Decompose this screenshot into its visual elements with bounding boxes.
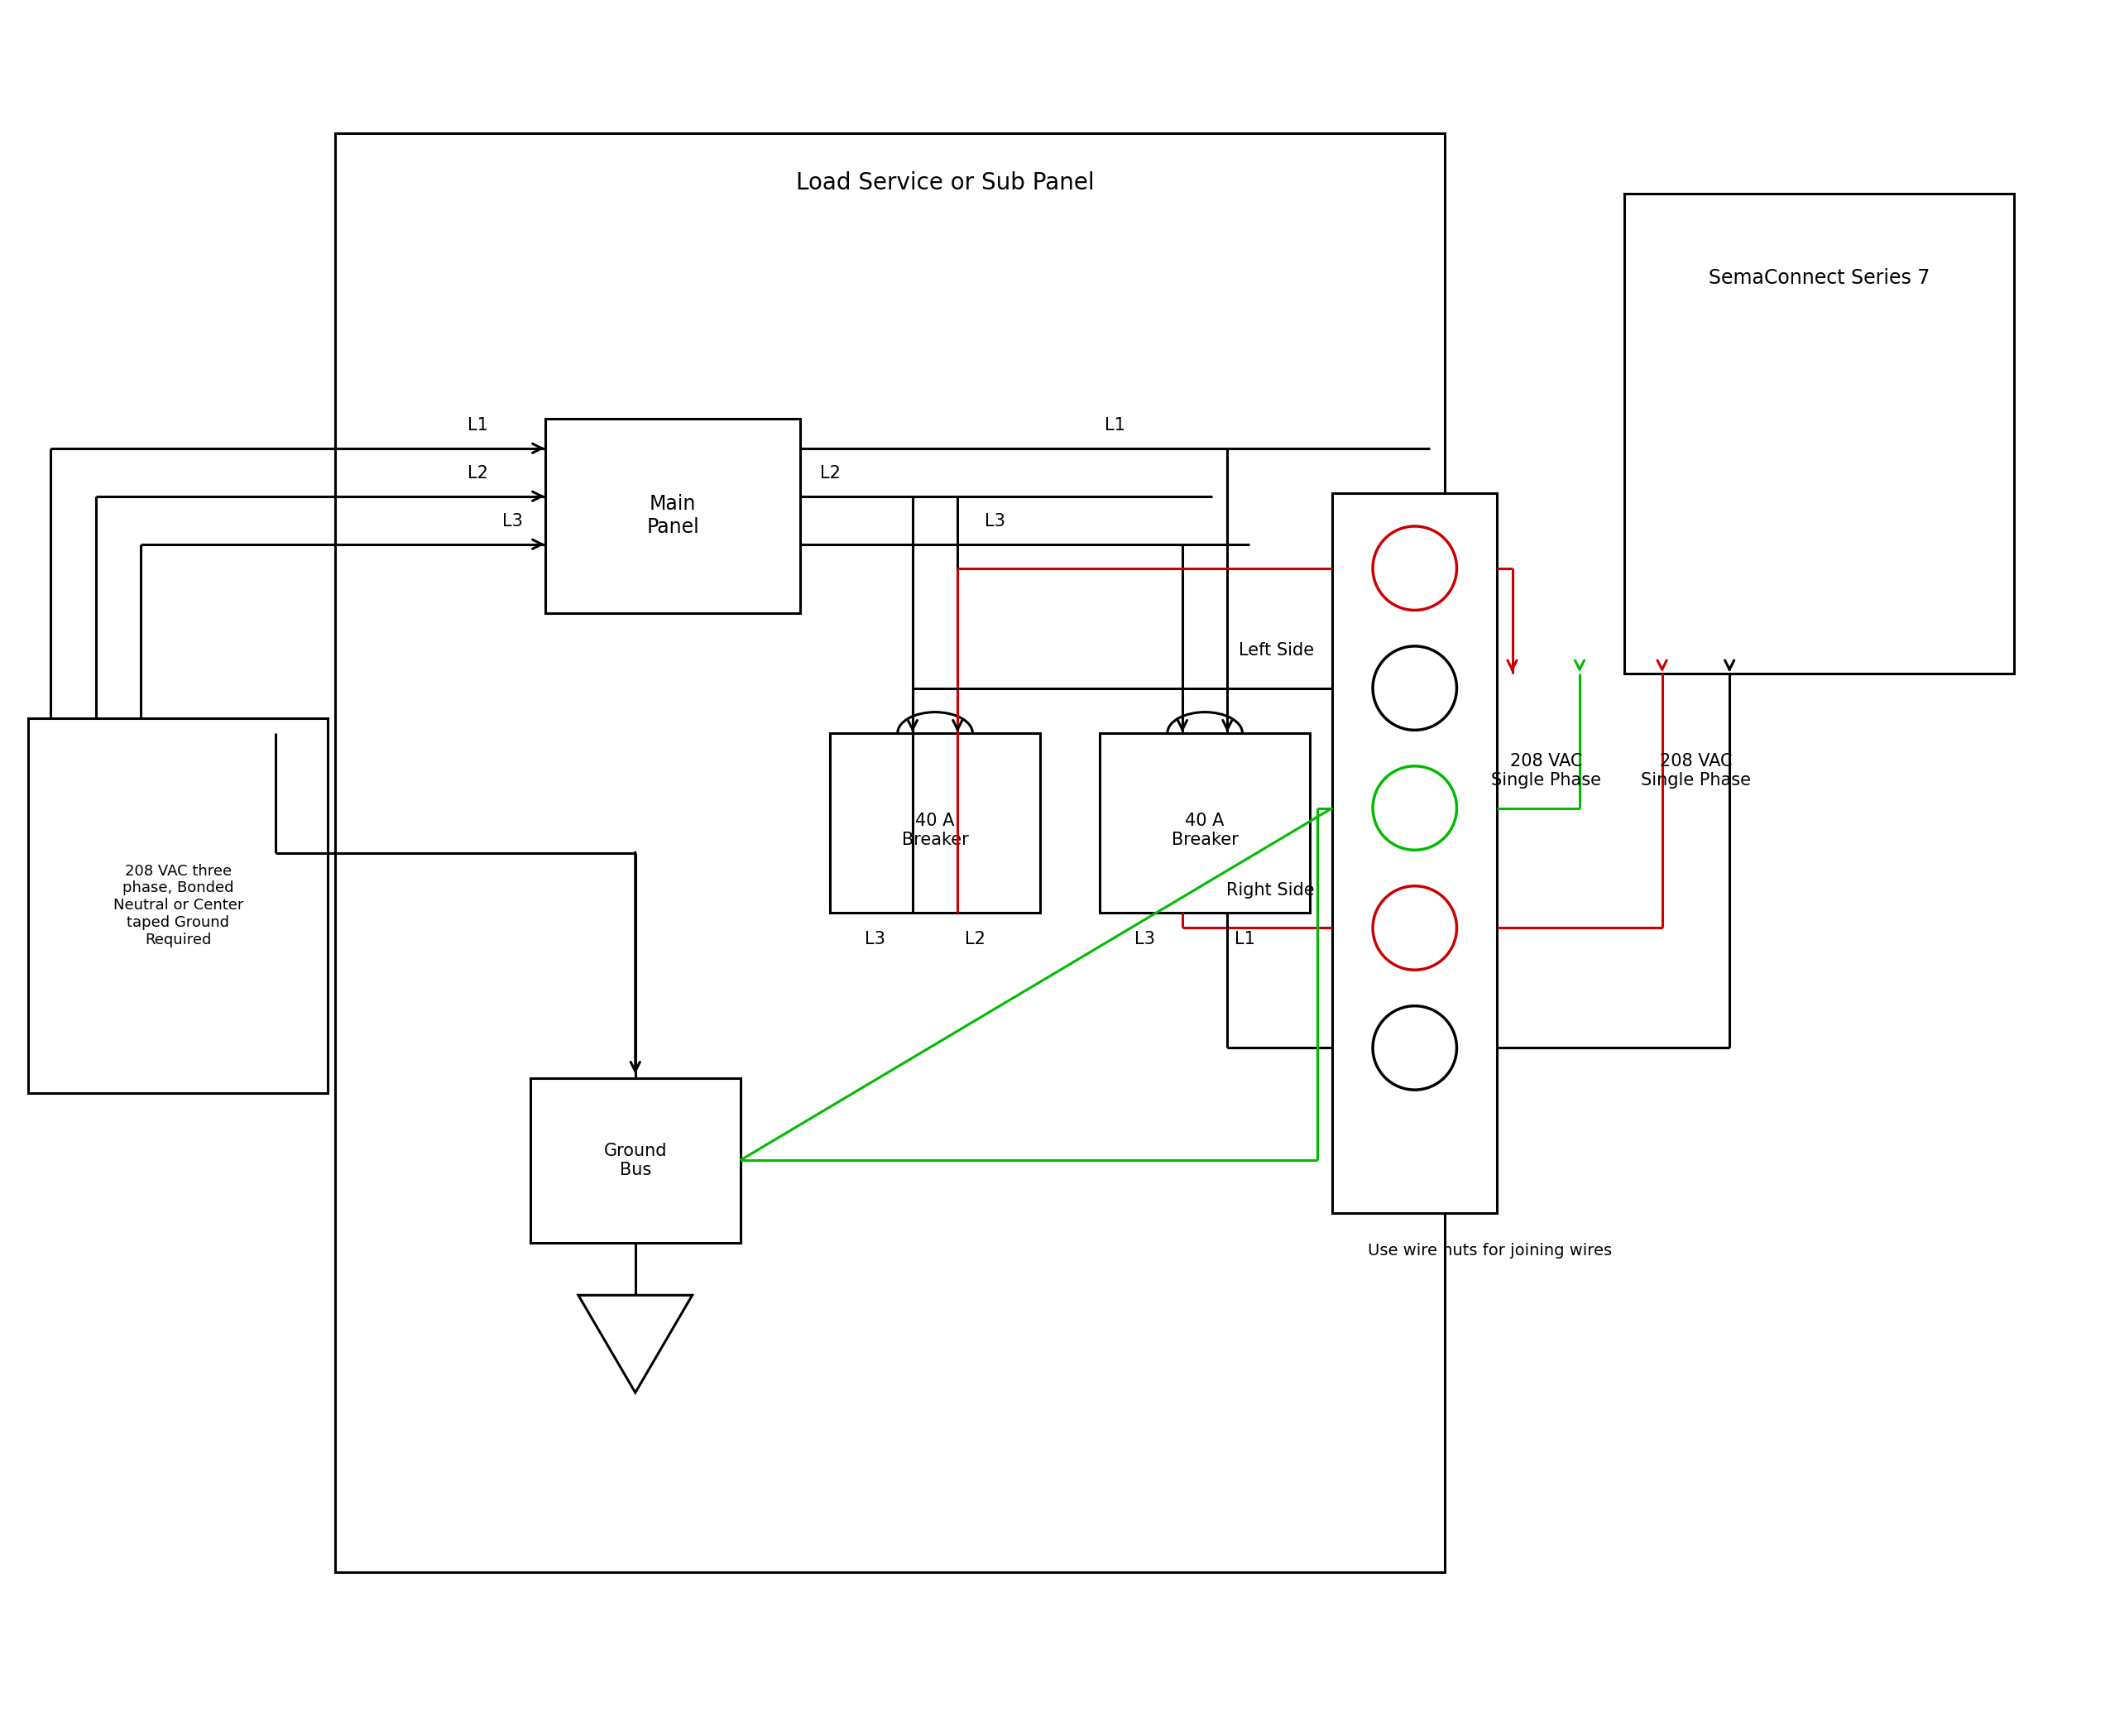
Text: L3: L3	[985, 512, 1004, 529]
Text: L3: L3	[1135, 930, 1156, 948]
Text: L2: L2	[964, 930, 985, 948]
Text: Right Side: Right Side	[1226, 882, 1315, 899]
Text: L1: L1	[1106, 417, 1125, 434]
Text: L3: L3	[865, 930, 886, 948]
Text: L1: L1	[468, 417, 487, 434]
Text: 40 A
Breaker: 40 A Breaker	[901, 812, 968, 849]
Bar	[1331, 493, 1498, 1213]
Circle shape	[1374, 885, 1456, 970]
Bar	[335, 134, 1445, 1573]
Text: Ground
Bus: Ground Bus	[603, 1142, 667, 1179]
Bar	[530, 1078, 741, 1243]
Circle shape	[1374, 1005, 1456, 1090]
Text: 208 VAC
Single Phase: 208 VAC Single Phase	[1492, 753, 1601, 788]
Text: 208 VAC
Single Phase: 208 VAC Single Phase	[1642, 753, 1751, 788]
Text: 40 A
Breaker: 40 A Breaker	[1171, 812, 1239, 849]
Text: Use wire nuts for joining wires: Use wire nuts for joining wires	[1367, 1243, 1612, 1259]
Bar	[544, 418, 800, 613]
Circle shape	[1374, 646, 1456, 731]
Bar	[27, 719, 327, 1094]
Text: SemaConnect Series 7: SemaConnect Series 7	[1709, 269, 1931, 288]
Circle shape	[1374, 526, 1456, 609]
Text: L2: L2	[468, 465, 487, 481]
Text: L1: L1	[1234, 930, 1255, 948]
Bar	[829, 733, 1040, 913]
Circle shape	[1374, 766, 1456, 851]
Text: L2: L2	[821, 465, 840, 481]
Text: Main
Panel: Main Panel	[646, 495, 698, 536]
Polygon shape	[578, 1295, 692, 1392]
Bar	[1099, 733, 1310, 913]
Bar	[1625, 193, 2015, 674]
Text: Left Side: Left Side	[1239, 642, 1315, 660]
Text: L3: L3	[502, 512, 523, 529]
Text: Load Service or Sub Panel: Load Service or Sub Panel	[795, 170, 1095, 194]
Text: 208 VAC three
phase, Bonded
Neutral or Center
taped Ground
Required: 208 VAC three phase, Bonded Neutral or C…	[114, 863, 243, 948]
